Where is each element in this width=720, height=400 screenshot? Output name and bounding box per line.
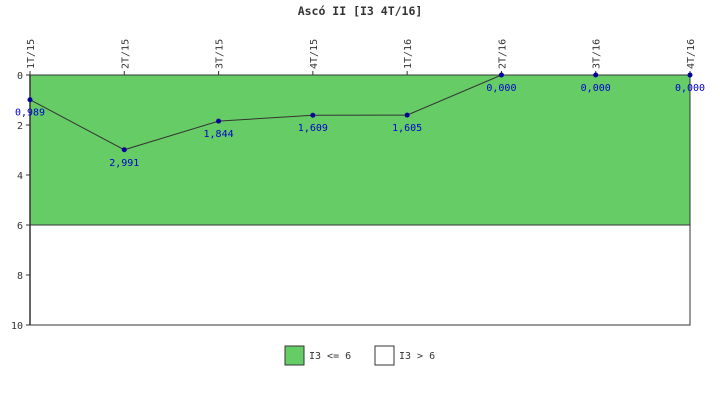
- data-label-1: 2,991: [109, 158, 139, 169]
- chart-title: Ascó II [I3 4T/16]: [298, 4, 423, 18]
- x-tick-label-5: 2T/16: [497, 39, 508, 69]
- legend: I3 <= 6 I3 > 6: [284, 345, 435, 366]
- band-1: [29, 224, 691, 326]
- data-label-0: 0,989: [15, 108, 45, 119]
- data-point-5: [498, 72, 504, 78]
- y-tick-label-2: 4: [17, 171, 23, 182]
- band-0: [29, 74, 691, 226]
- y-tick-label-0: 0: [17, 71, 23, 82]
- x-tick-label-1: 2T/15: [120, 39, 131, 69]
- legend-swatch-0: [284, 345, 305, 366]
- legend-label-1: I3 > 6: [399, 351, 435, 362]
- x-tick-label-4: 1T/16: [403, 39, 414, 69]
- data-label-7: 0,000: [675, 83, 705, 94]
- data-label-4: 1,605: [392, 123, 422, 134]
- y-tick-label-3: 6: [17, 221, 23, 232]
- data-point-4: [404, 112, 410, 118]
- x-tick-label-2: 3T/15: [215, 39, 226, 69]
- data-point-1: [121, 147, 127, 153]
- data-point-7: [687, 72, 693, 78]
- data-point-0: [27, 97, 33, 103]
- legend-label-0: I3 <= 6: [309, 351, 351, 362]
- series: [27, 72, 693, 153]
- data-label-3: 1,609: [298, 123, 328, 134]
- data-labels: 0,989 2,991 1,844 1,609 1,605 0,000 0,000 0,000: [15, 83, 705, 169]
- y-tick-label-5: 10: [11, 321, 23, 332]
- data-point-2: [216, 118, 222, 124]
- x-tick-label-0: 1T/15: [26, 39, 37, 69]
- data-point-6: [593, 72, 599, 78]
- x-tick-label-6: 3T/16: [592, 39, 603, 69]
- data-label-6: 0,000: [581, 83, 611, 94]
- axes: 0 2 4 6 8 10 1T/15 2T/15 3T/15 4T/15 1T/16 2T/16 3T/…: [11, 39, 697, 332]
- series-line: [29, 74, 690, 151]
- data-label-5: 0,000: [486, 83, 516, 94]
- x-tick-label-7: 4T/16: [686, 39, 697, 69]
- data-label-2: 1,844: [204, 129, 234, 140]
- y-tick-label-1: 2: [17, 121, 23, 132]
- threshold-bands: [29, 74, 691, 326]
- y-tick-label-4: 8: [17, 271, 23, 282]
- data-point-3: [310, 112, 316, 118]
- x-tick-label-3: 4T/15: [309, 39, 320, 69]
- legend-swatch-1: [374, 345, 395, 366]
